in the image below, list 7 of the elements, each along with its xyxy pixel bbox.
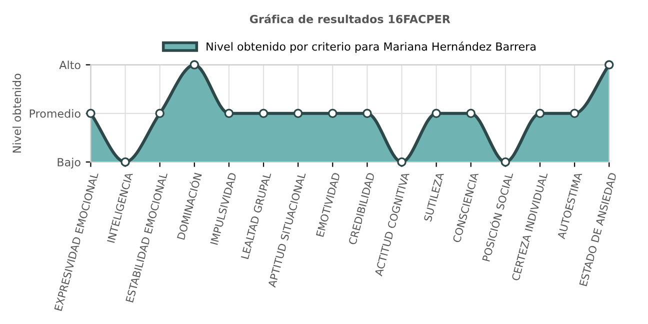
text: Bajo (58, 158, 80, 169)
text: Promedio (30, 109, 80, 118)
chart-title: Gráfica de resultados 16FACPER (250, 14, 450, 24)
text: Alto (59, 60, 80, 70)
y-axis-title: Nivel obtenido (12, 74, 22, 153)
legend-label: Nivel obtenido por criterio para Mariana Hernández Barrera (206, 42, 536, 53)
x-tick-label: LEALTAD GRUPAL (240, 172, 272, 260)
